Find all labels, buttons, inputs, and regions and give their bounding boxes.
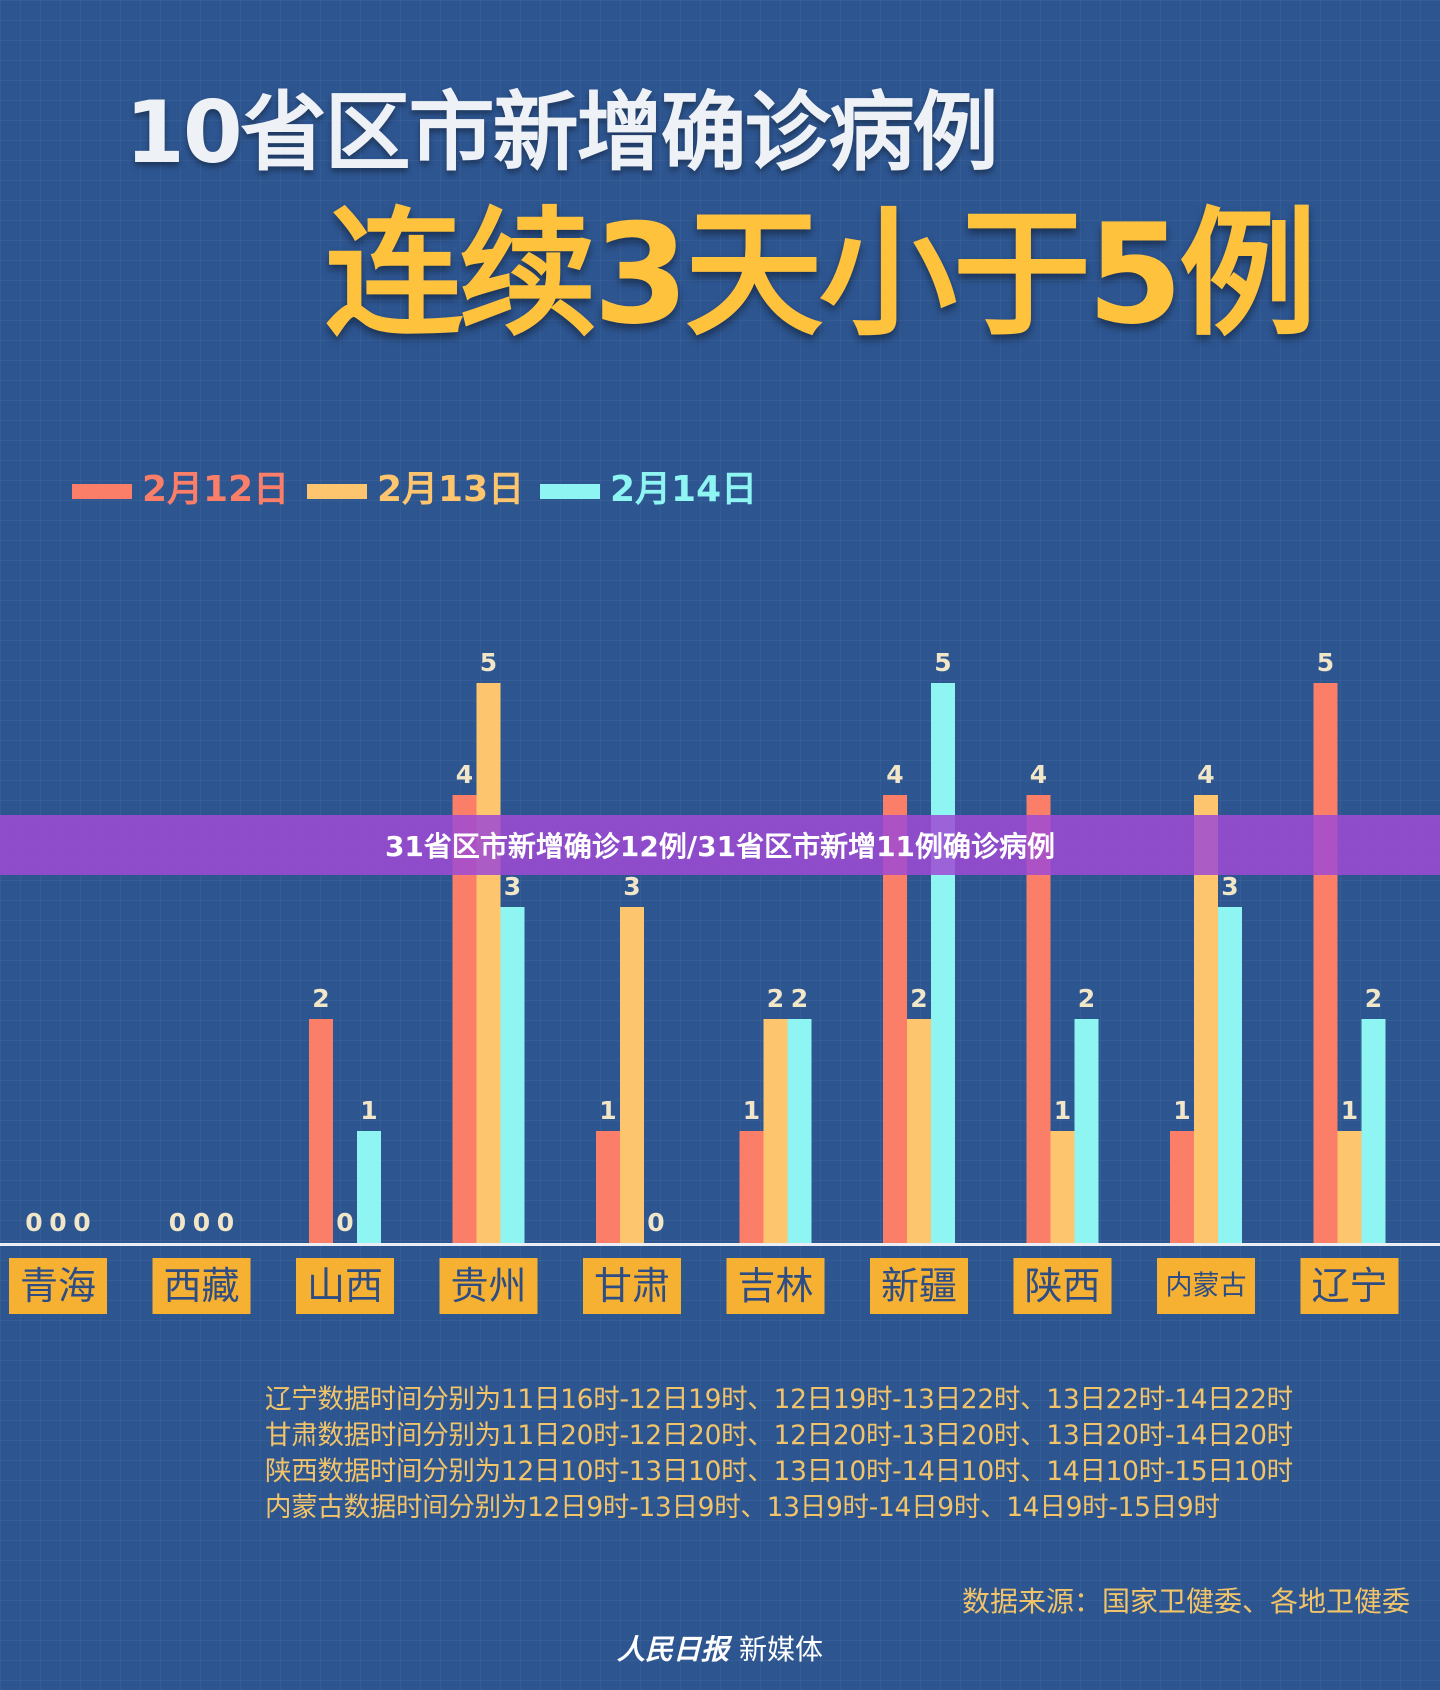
value-label-feb14-6: 5 [934, 648, 951, 677]
footer-text: 新媒体 [739, 1633, 824, 1666]
value-label-feb13-9: 1 [1341, 1096, 1358, 1125]
category-box-2 [296, 1258, 394, 1314]
category-box-1 [152, 1258, 251, 1314]
title-line-1: 10省区市新增确诊病例 [125, 83, 999, 183]
category-box-8 [1157, 1258, 1255, 1314]
bar-feb12-8 [1170, 1131, 1194, 1243]
value-label-feb14-4: 0 [647, 1208, 664, 1237]
bar-feb13-7 [1050, 1131, 1075, 1243]
category-label-7: 陕西 [1024, 1264, 1100, 1308]
bar-feb14-6 [931, 683, 955, 1243]
note-liaoning: 辽宁数据时间分别为11日16时-12日19时、12日19时-13日22时、13日… [265, 1384, 1293, 1415]
category-label-2: 山西 [307, 1264, 383, 1308]
bar-feb13-9 [1337, 1131, 1362, 1243]
bar-feb13-3 [476, 683, 501, 1243]
legend-swatch-feb14 [540, 484, 600, 499]
category-label-9: 辽宁 [1311, 1264, 1387, 1308]
bar-feb13-4 [620, 907, 644, 1243]
data-source: 数据来源：国家卫健委、各地卫健委 [961, 1585, 1410, 1618]
banner-text: 31省区市新增确诊12例/31省区市新增11例确诊病例 [384, 830, 1056, 863]
value-label-feb13-7: 1 [1054, 1096, 1071, 1125]
value-label-feb12-0: 0 [25, 1208, 42, 1237]
value-label-feb12-3: 4 [456, 760, 473, 789]
category-label-1: 西藏 [163, 1264, 239, 1308]
category-label-3: 贵州 [450, 1264, 526, 1308]
value-label-feb14-8: 3 [1221, 872, 1238, 901]
category-label-4: 甘肃 [594, 1264, 670, 1308]
category-label-8: 内蒙古 [1166, 1271, 1247, 1302]
category-box-9 [1300, 1258, 1399, 1314]
value-label-feb12-8: 1 [1173, 1096, 1190, 1125]
bar-feb14-3 [500, 907, 525, 1243]
bar-feb13-6 [907, 1019, 931, 1243]
category-box-3 [439, 1258, 538, 1314]
value-label-feb12-1: 0 [169, 1208, 186, 1237]
category-box-6 [870, 1258, 968, 1314]
bar-feb12-4 [596, 1131, 620, 1243]
bar-feb12-5 [739, 1131, 764, 1243]
footer: 人民日报 新媒体 [0, 1628, 1440, 1668]
value-label-feb13-6: 2 [910, 984, 927, 1013]
value-label-feb13-1: 0 [193, 1208, 210, 1237]
category-label-5: 吉林 [737, 1264, 813, 1308]
category-label-6: 新疆 [881, 1264, 957, 1308]
legend-swatch-feb12 [72, 484, 132, 499]
bar-feb13-5 [763, 1019, 788, 1243]
peoples-daily-logo: 人民日报 [616, 1633, 729, 1666]
bar-feb14-9 [1361, 1019, 1386, 1243]
bar-feb14-5 [787, 1019, 812, 1243]
legend-label-feb13: 2月13日 [377, 469, 525, 510]
category-box-5 [726, 1258, 825, 1314]
category-box-7 [1013, 1258, 1112, 1314]
note-gansu: 甘肃数据时间分别为11日20时-12日20时、12日20时-13日20时、13日… [265, 1420, 1293, 1451]
legend-label-feb14: 2月14日 [610, 469, 758, 510]
value-label-feb12-6: 4 [886, 760, 903, 789]
value-label-feb14-3: 3 [504, 872, 521, 901]
value-label-feb14-7: 2 [1078, 984, 1095, 1013]
legend-swatch-feb13 [307, 484, 367, 499]
value-label-feb13-3: 5 [480, 648, 497, 677]
overlay-banner: 31省区市新增确诊12例/31省区市新增11例确诊病例 [0, 815, 1440, 875]
category-box-0 [9, 1258, 107, 1314]
value-label-feb14-2: 1 [360, 1096, 377, 1125]
note-shaanxi: 陕西数据时间分别为12日10时-13日10时、13日10时-14日10时、14日… [265, 1456, 1293, 1487]
bar-feb12-9 [1313, 683, 1338, 1243]
value-label-feb12-5: 1 [743, 1096, 760, 1125]
value-label-feb12-7: 4 [1030, 760, 1047, 789]
value-label-feb13-4: 3 [623, 872, 640, 901]
value-label-feb13-2: 0 [336, 1208, 353, 1237]
bar-feb12-2 [309, 1019, 333, 1243]
title-line-2: 连续3天小于5例 [325, 194, 1317, 355]
value-label-feb14-0: 0 [73, 1208, 90, 1237]
value-label-feb12-9: 5 [1317, 648, 1334, 677]
legend-label-feb12: 2月12日 [142, 469, 290, 510]
note-neimenggu: 内蒙古数据时间分别为12日9时-13日9时、13日9时-14日9时、14日9时-… [265, 1492, 1220, 1523]
value-label-feb14-5: 2 [791, 984, 808, 1013]
value-label-feb13-8: 4 [1197, 760, 1214, 789]
value-label-feb14-9: 2 [1365, 984, 1382, 1013]
category-box-4 [583, 1258, 681, 1314]
bar-feb14-2 [357, 1131, 381, 1243]
value-label-feb14-1: 0 [217, 1208, 234, 1237]
value-label-feb13-0: 0 [49, 1208, 66, 1237]
category-label-0: 青海 [20, 1264, 96, 1308]
data-time-notes: 辽宁数据时间分别为11日16时-12日19时、12日19时-13日22时、13日… [265, 1382, 1293, 1526]
bar-feb14-7 [1074, 1019, 1099, 1243]
value-label-feb12-2: 2 [312, 984, 329, 1013]
value-label-feb13-5: 2 [767, 984, 784, 1013]
value-label-feb12-4: 1 [599, 1096, 616, 1125]
bar-feb14-8 [1218, 907, 1242, 1243]
